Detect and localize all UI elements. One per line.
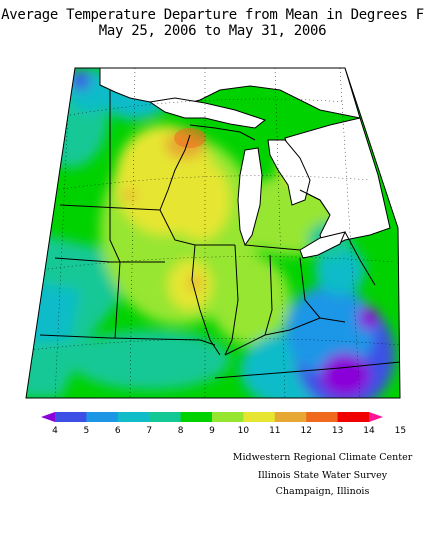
scale-label: 8 — [178, 426, 184, 436]
scale-segment — [86, 412, 119, 422]
map-title-line2: May 25, 2006 to May 31, 2006 — [98, 23, 327, 39]
scale-segment — [243, 412, 276, 422]
scale-segment — [212, 412, 244, 422]
scale-segment — [337, 412, 370, 422]
credit-line2: Illinois State Water Survey — [257, 470, 388, 481]
scale-label: 9 — [209, 426, 215, 436]
scale-label: 6 — [115, 426, 121, 436]
map-title-line1: Average Temperature Departure from Mean … — [1, 7, 424, 23]
scale-arrow-low — [41, 412, 55, 422]
color-scale-bar — [41, 412, 383, 422]
scale-label: 12 — [300, 426, 311, 436]
scale-label: 4 — [52, 426, 58, 436]
graticule — [29, 68, 400, 398]
temperature-field — [26, 68, 400, 398]
scale-label: 11 — [269, 426, 280, 436]
color-scale-labels: 4 5 6 7 8 9 10 11 12 13 14 15 — [52, 426, 406, 436]
scale-label: 15 — [395, 426, 406, 436]
scale-segment — [180, 412, 213, 422]
credit-line3: Champaign, Illinois — [275, 486, 370, 497]
state-boundaries — [39, 90, 400, 379]
scale-segment — [149, 412, 182, 422]
credit-line1: Midwestern Regional Climate Center — [232, 452, 413, 463]
scale-label: 10 — [238, 426, 250, 436]
scale-segment — [306, 412, 339, 422]
scale-segment — [117, 412, 150, 422]
map-frame — [25, 67, 401, 399]
scale-arrow-high — [369, 412, 383, 422]
scale-label: 13 — [332, 426, 343, 436]
no-data-regions — [99, 68, 391, 259]
scale-label: 7 — [146, 426, 152, 436]
scale-segment — [55, 412, 87, 422]
scale-label: 5 — [84, 426, 90, 436]
scale-segment — [274, 412, 307, 422]
scale-label: 14 — [363, 426, 375, 436]
